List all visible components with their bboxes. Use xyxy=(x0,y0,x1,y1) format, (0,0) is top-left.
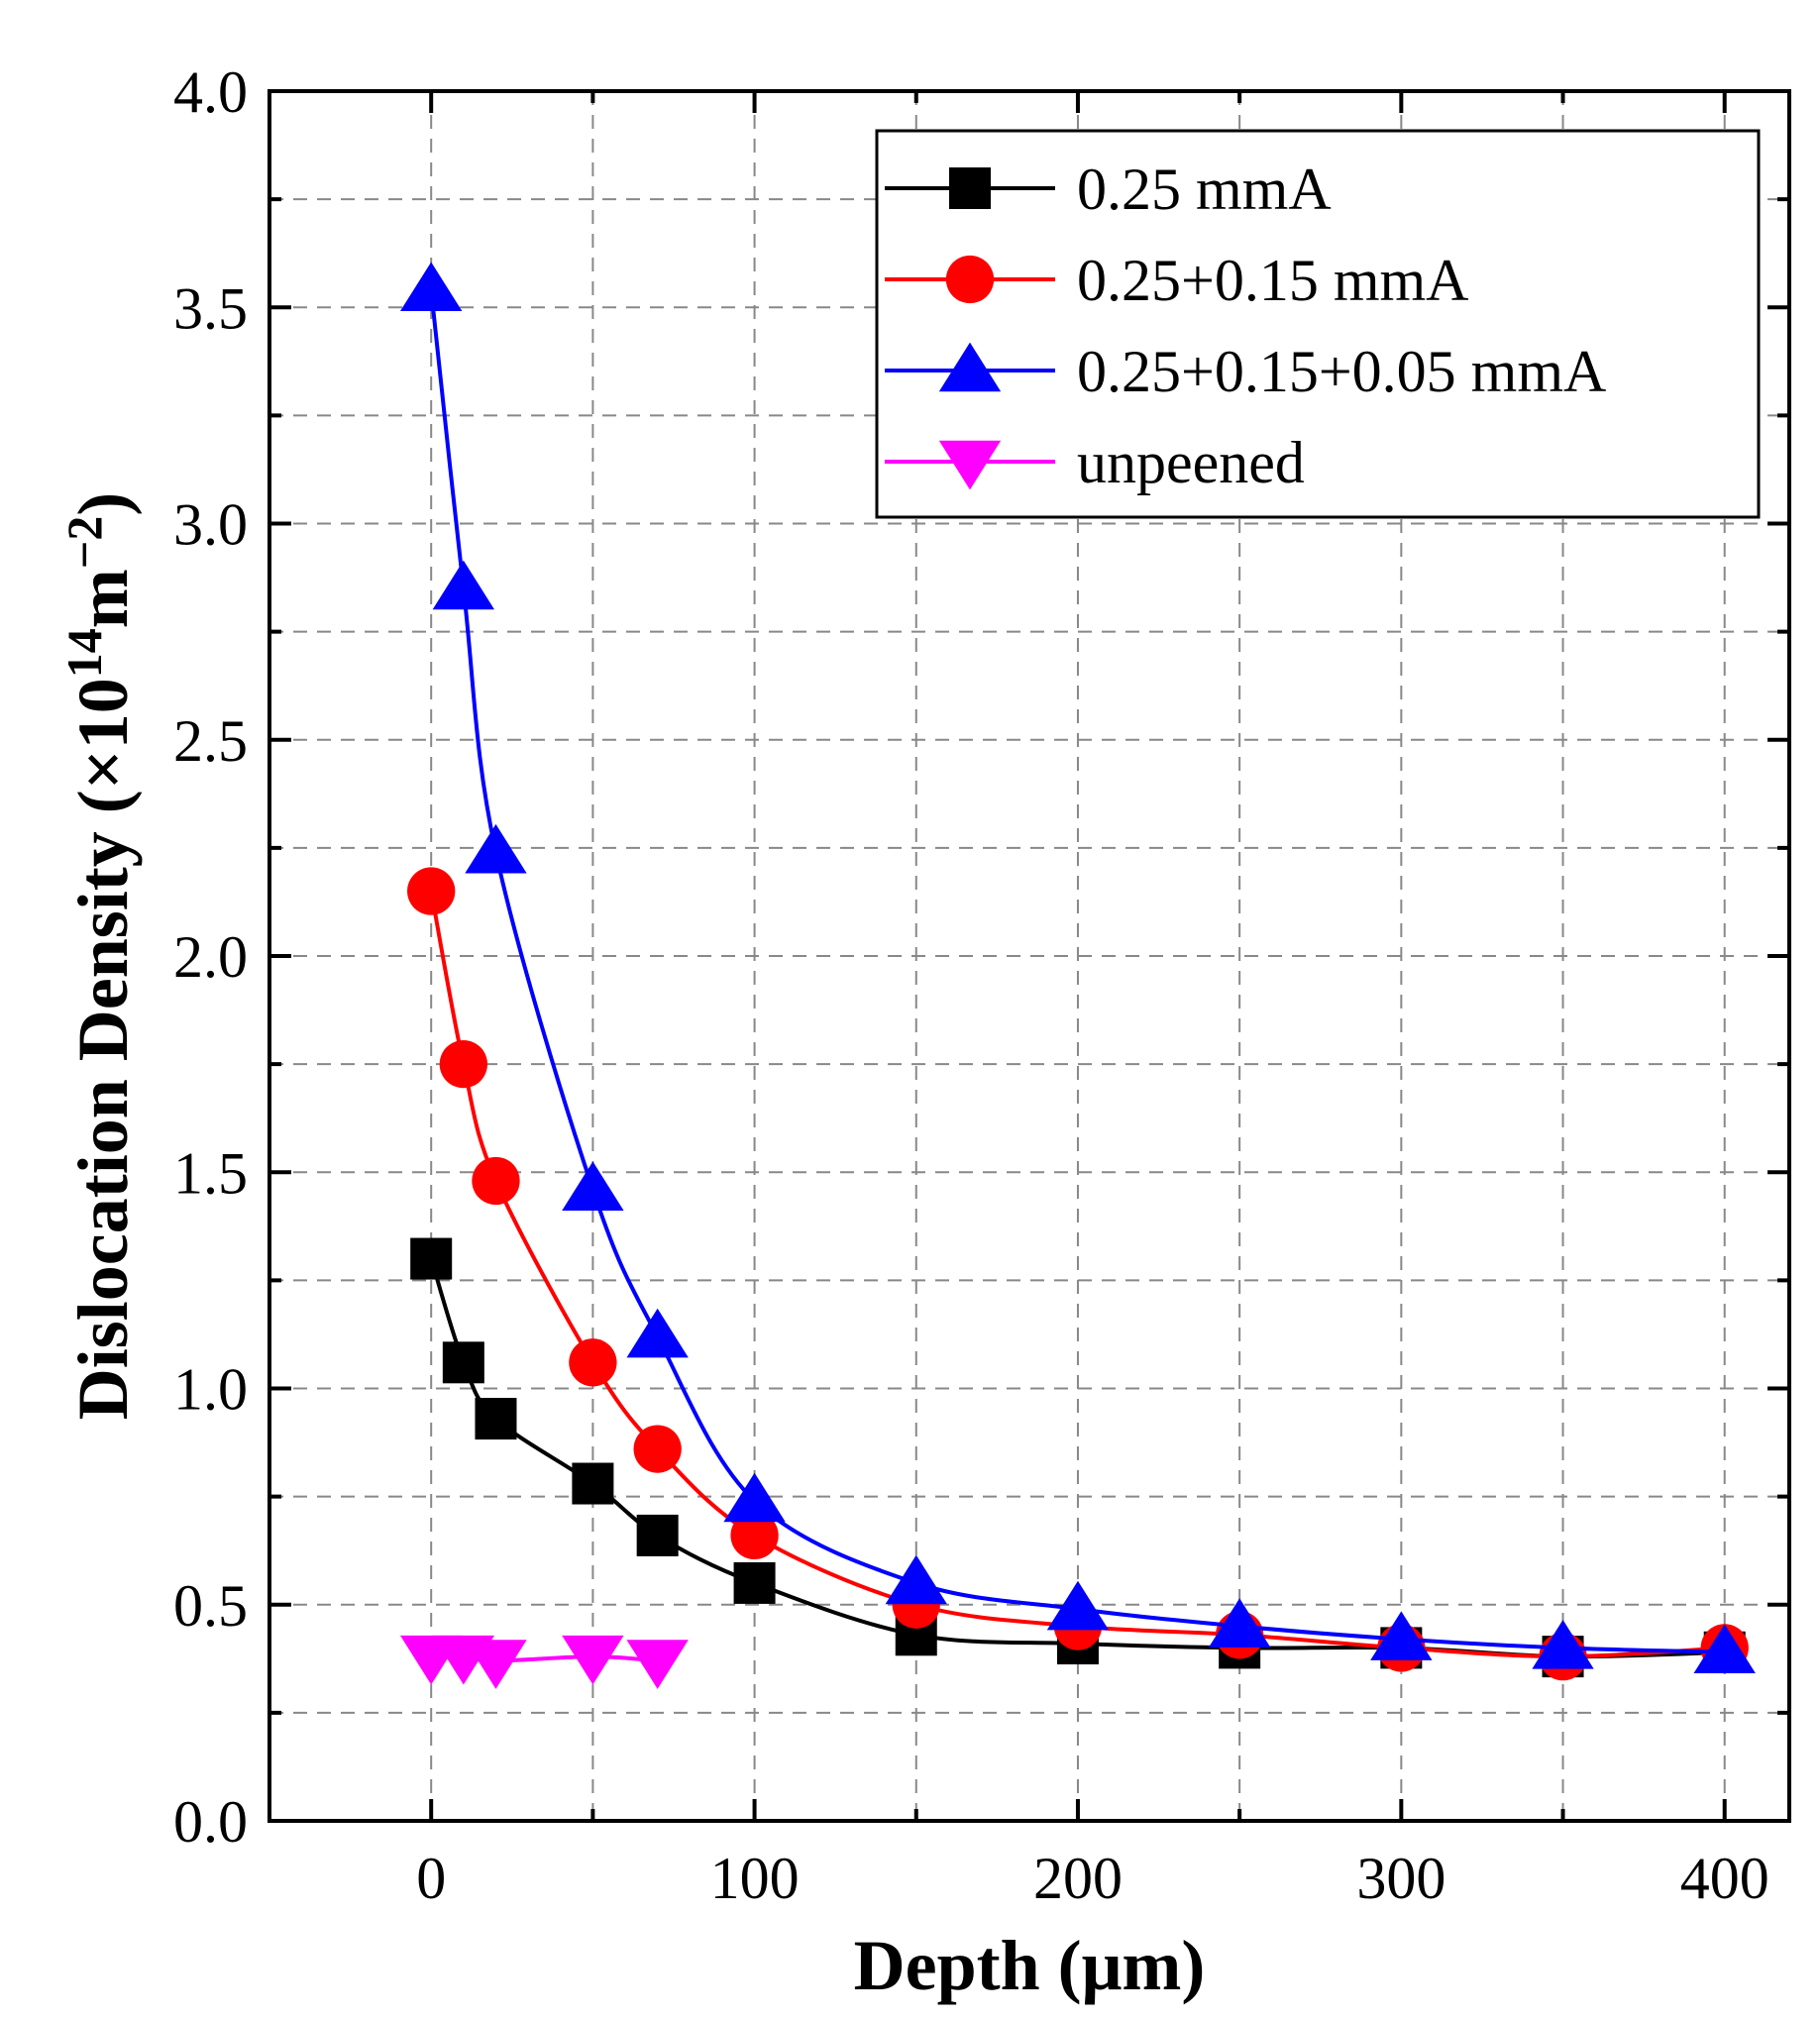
legend-item: 0.25+0.15+0.05 mmA xyxy=(885,339,1606,404)
series-3-point xyxy=(723,1472,786,1523)
series-4-point xyxy=(562,1635,624,1685)
series-2-point xyxy=(569,1338,617,1387)
y-axis-title-exp1: 14 xyxy=(56,628,112,678)
x-axis-title: Depth (μm) xyxy=(854,1926,1206,2005)
series-layer xyxy=(400,262,1756,1689)
y-tick-label: 0.5 xyxy=(173,1573,248,1639)
y-tick-label: 0.0 xyxy=(173,1789,248,1855)
series-1-point xyxy=(572,1462,614,1505)
legend-item: unpeened xyxy=(885,430,1305,495)
series-3-point xyxy=(465,823,527,874)
legend-item: 0.25+0.15 mmA xyxy=(885,248,1469,313)
legend-label: 0.25+0.15+0.05 mmA xyxy=(1077,339,1606,404)
y-tick-label: 2.5 xyxy=(173,708,248,774)
series-3-point xyxy=(1370,1611,1433,1660)
legend-box xyxy=(875,129,1761,519)
series-3-point xyxy=(562,1161,624,1211)
series-2 xyxy=(407,867,1749,1681)
series-3-point xyxy=(1532,1620,1594,1669)
x-tick-label: 400 xyxy=(1680,1846,1769,1911)
series-3-point xyxy=(1046,1580,1110,1631)
series-2-point xyxy=(439,1039,487,1089)
y-axis-title: Dislocation Density (×1014m−2) xyxy=(56,492,143,1420)
y-axis-title-unit: m xyxy=(63,569,143,628)
legend-marker xyxy=(938,342,1002,392)
series-3-point xyxy=(626,1308,689,1358)
series-3-point xyxy=(1693,1624,1756,1674)
legend-item: 0.25 mmA xyxy=(885,157,1332,222)
y-tick-label: 1.5 xyxy=(173,1140,248,1206)
series-1-point xyxy=(475,1398,517,1440)
series-3-point xyxy=(432,560,495,610)
series-4-point xyxy=(626,1640,689,1689)
axis-ticks: 0 100 200 300 400 0.0 0.5 1.0 1.5 2.0 2.5 3.0 3.5 4.0 xyxy=(173,59,1789,1911)
y-tick-label: 1.0 xyxy=(173,1357,248,1423)
legend-label: unpeened xyxy=(1077,430,1305,495)
legend-marker xyxy=(938,440,1002,490)
series-1-point xyxy=(636,1514,679,1556)
series-2-point xyxy=(407,867,456,915)
series-1-point xyxy=(442,1341,484,1384)
y-tick-label: 3.0 xyxy=(173,492,248,558)
y-tick-label: 3.5 xyxy=(173,275,248,341)
series-3-point xyxy=(400,262,463,312)
x-tick-label: 200 xyxy=(1033,1846,1123,1911)
legend-label: 0.25 mmA xyxy=(1077,157,1332,222)
y-axis-title-exp2: −2 xyxy=(56,516,112,570)
series-4 xyxy=(400,1635,689,1689)
series-4-point xyxy=(465,1640,527,1689)
series-3 xyxy=(400,262,1756,1674)
series-3-point xyxy=(885,1554,947,1605)
x-tick-label: 300 xyxy=(1356,1846,1445,1911)
y-axis-title-close: ) xyxy=(63,492,143,516)
legend-label: 0.25+0.15 mmA xyxy=(1077,248,1469,313)
legend: 0.25 mmA 0.25+0.15 mmA 0.25+0.15+0.05 mmA u… xyxy=(875,129,1761,519)
series-1-point xyxy=(733,1561,776,1604)
y-tick-label: 4.0 xyxy=(173,59,248,125)
x-tick-label: 100 xyxy=(710,1846,800,1911)
series-2-point xyxy=(633,1425,682,1473)
series-2-point xyxy=(472,1156,520,1206)
series-3-point xyxy=(1208,1598,1271,1648)
x-tick-label: 0 xyxy=(416,1846,446,1911)
series-1-point xyxy=(410,1237,453,1280)
legend-marker xyxy=(945,255,995,304)
legend-marker xyxy=(949,167,991,209)
series-2-point xyxy=(730,1511,779,1560)
y-tick-label: 2.0 xyxy=(173,924,248,990)
y-axis-title-main: Dislocation Density (×10 xyxy=(63,678,143,1420)
